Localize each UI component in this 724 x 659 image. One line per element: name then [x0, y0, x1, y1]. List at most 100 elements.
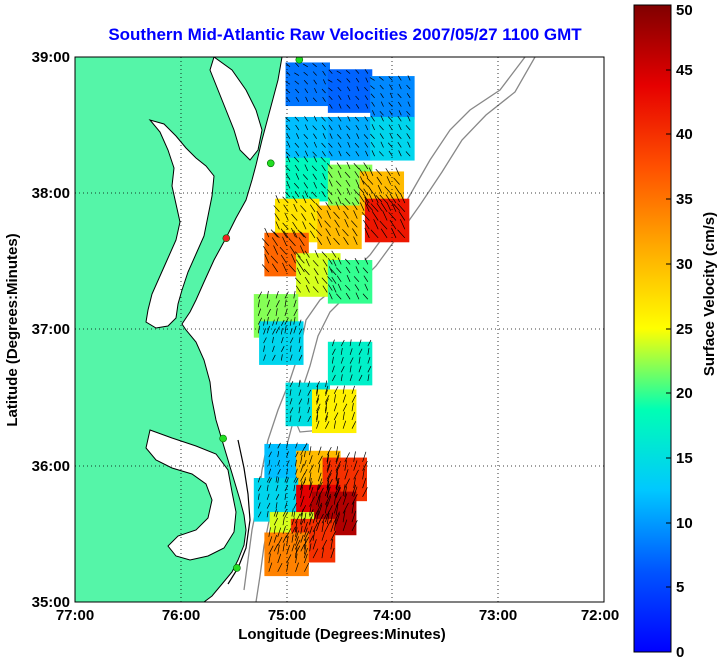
velocity-arrow	[307, 415, 312, 423]
velocity-arrow	[297, 229, 305, 238]
velocity-arrow	[296, 267, 301, 276]
velocity-arrow	[354, 142, 360, 148]
velocity-arrow	[285, 151, 291, 157]
velocity-arrow	[407, 75, 411, 81]
pamlico-sound	[145, 429, 237, 561]
velocity-arrow	[304, 116, 309, 122]
land-mass	[75, 57, 283, 602]
velocity-arrow	[286, 562, 289, 572]
velocity-arrow	[340, 339, 345, 347]
velocity-arrow	[405, 151, 411, 157]
velocity-arrow	[313, 181, 317, 189]
velocity-arrow	[309, 455, 313, 464]
velocity-arrow	[307, 397, 310, 405]
velocity-arrow	[314, 276, 319, 284]
velocity-arrow	[389, 219, 397, 230]
velocity-arrow	[309, 487, 314, 499]
velocity-arrow	[365, 103, 369, 109]
velocity-arrow	[286, 97, 291, 102]
velocity-arrow	[304, 451, 306, 458]
velocity-arrow	[344, 452, 350, 463]
velocity-arrow	[364, 201, 370, 212]
velocity-arrow	[289, 337, 294, 344]
velocity-arrow	[324, 385, 329, 394]
velocity-arrow	[330, 531, 336, 541]
velocity-arrow	[272, 319, 275, 326]
velocity-arrow	[328, 266, 333, 274]
velocity-arrow	[326, 451, 330, 462]
velocity-arrow	[292, 221, 298, 230]
velocity-arrow	[300, 512, 303, 525]
velocity-arrow	[346, 86, 351, 92]
velocity-arrow	[351, 484, 357, 497]
velocity-arrow	[337, 257, 342, 265]
velocity-arrow	[351, 411, 355, 421]
colorbar-tick-label: 5	[676, 579, 684, 596]
velocity-arrow	[387, 142, 393, 148]
velocity-arrow	[382, 210, 388, 221]
velocity-arrow	[327, 258, 333, 265]
velocity-arrow	[344, 486, 347, 497]
velocity-arrow	[393, 177, 400, 185]
velocity-arrow	[342, 493, 348, 505]
delaware-bay	[209, 57, 263, 161]
velocity-arrow	[333, 492, 337, 505]
velocity-arrow	[333, 386, 339, 394]
x-ticks: 77:00 76:00 75:00 74:00 73:00 72:00	[56, 607, 619, 624]
velocity-arrow	[295, 536, 299, 546]
velocity-arrow	[309, 496, 315, 507]
velocity-arrow	[311, 212, 316, 221]
velocity-arrow	[309, 481, 313, 491]
velocity-arrow	[316, 415, 319, 422]
velocity-arrow	[324, 402, 328, 412]
velocity-arrow	[397, 101, 402, 107]
velocity-arrow	[353, 469, 359, 480]
velocity-arrow	[300, 525, 303, 534]
velocity-arrow	[261, 238, 270, 247]
velocity-arrow	[295, 150, 300, 157]
velocity-arrow	[257, 299, 260, 308]
velocity-arrow	[294, 251, 301, 258]
velocity-arrow	[285, 63, 291, 68]
velocity-arrow	[303, 63, 308, 68]
velocity-arrow	[331, 339, 335, 347]
velocity-arrow	[345, 266, 351, 274]
velocity-arrow	[326, 477, 330, 489]
velocity-arrow	[349, 348, 353, 355]
velocity-arrow	[304, 459, 307, 466]
velocity-arrow	[354, 171, 360, 178]
velocity-arrow	[335, 487, 341, 499]
velocity-arrow	[342, 403, 348, 412]
velocity-arrow	[279, 246, 287, 255]
velocity-arrow	[327, 79, 333, 83]
velocity-arrow	[304, 250, 310, 258]
velocity-arrow	[303, 512, 307, 524]
velocity-arrow	[320, 156, 326, 163]
velocity-arrow	[399, 219, 406, 230]
velocity-arrow	[295, 477, 299, 484]
velocity-arrow	[310, 204, 316, 212]
velocity-arrow	[397, 75, 402, 81]
radar-station-marker	[233, 564, 241, 572]
velocity-arrow	[389, 84, 393, 90]
velocity-arrow	[370, 203, 379, 213]
velocity-arrow	[363, 162, 369, 170]
velocity-arrow	[321, 62, 326, 68]
colorbar-tick-label: 40	[676, 126, 693, 143]
velocity-arrow	[336, 70, 342, 74]
velocity-arrow	[286, 451, 289, 458]
velocity-arrow	[335, 451, 340, 463]
velocity-arrow	[347, 142, 351, 148]
velocity-arrow	[364, 283, 369, 291]
velocity-arrow	[379, 110, 384, 116]
colorbar	[633, 4, 672, 653]
velocity-arrow	[261, 264, 270, 273]
velocity-arrow	[282, 543, 285, 552]
velocity-arrow	[304, 164, 309, 172]
velocity-arrow	[333, 420, 336, 429]
velocity-arrow	[284, 502, 288, 509]
velocity-arrow	[316, 389, 319, 396]
velocity-arrow	[353, 477, 356, 489]
velocity-arrow	[325, 202, 331, 211]
velocity-arrow	[300, 534, 304, 543]
